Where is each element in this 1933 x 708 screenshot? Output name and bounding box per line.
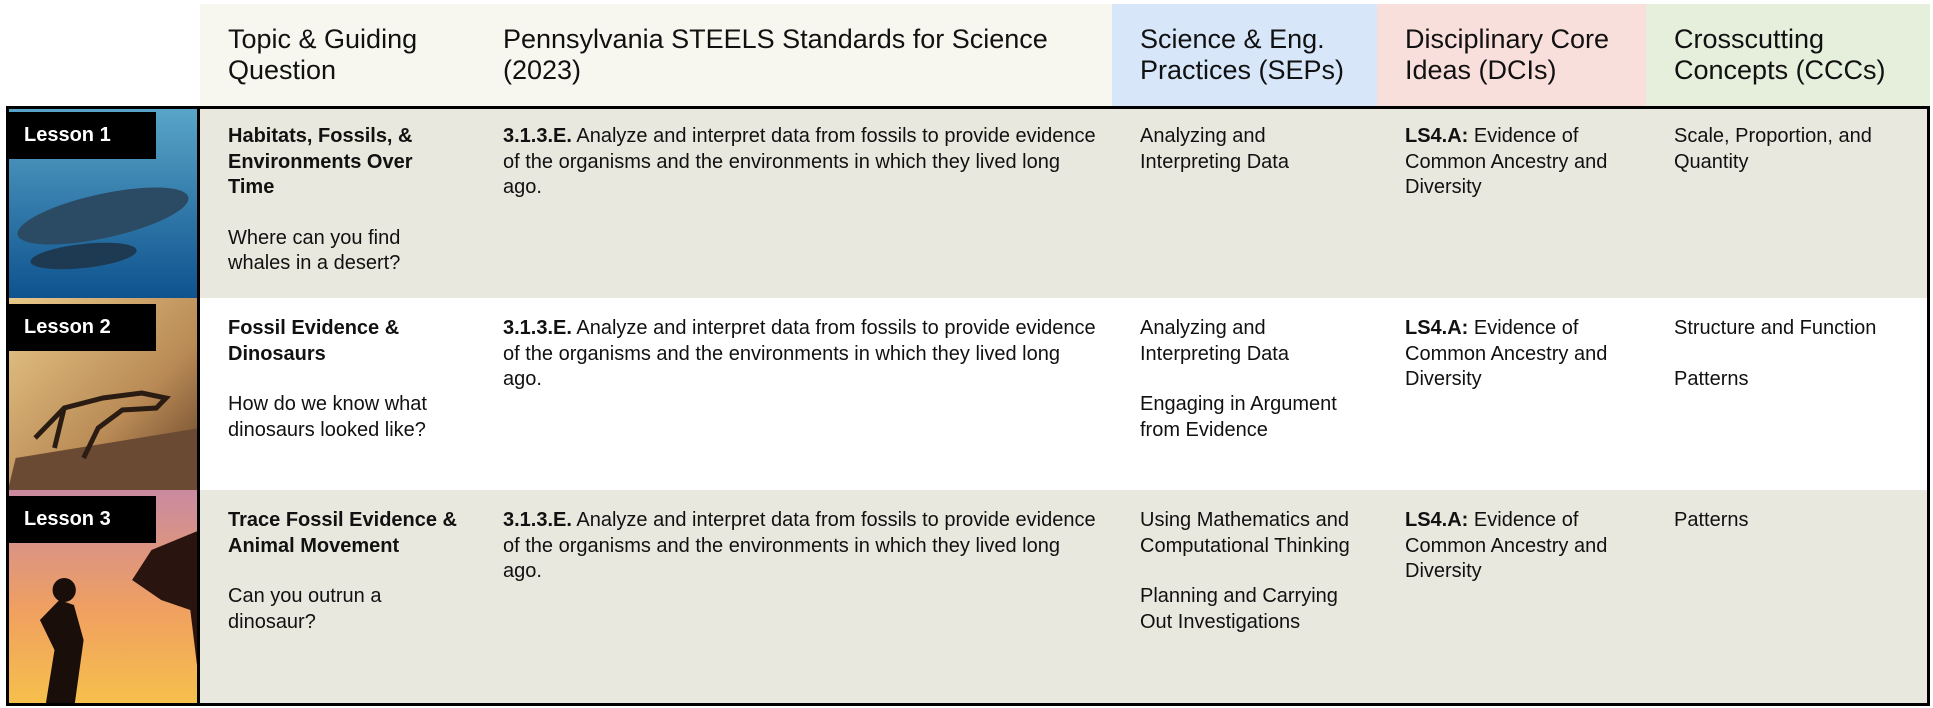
ccc-item: Scale, Proportion, and Quantity — [1674, 125, 1872, 173]
lesson-label: Lesson 2 — [6, 304, 156, 351]
dci-code: LS4.A: — [1405, 125, 1469, 147]
column-header: Topic & Guiding Question — [200, 4, 475, 106]
standard: 3.1.3.E. Analyze and interpret data from… — [503, 124, 1096, 201]
standard-code: 3.1.3.E. — [503, 125, 572, 147]
standard-text: Analyze and interpret data from fossils … — [503, 125, 1096, 198]
lesson-topic: Fossil Evidence & Dinosaurs — [228, 317, 400, 365]
standard-text: Analyze and interpret data from fossils … — [503, 317, 1096, 390]
table-cell: Patterns — [1646, 490, 1930, 706]
table-cell: 3.1.3.E. Analyze and interpret data from… — [475, 490, 1112, 706]
lesson-image: Lesson 1 — [6, 106, 200, 298]
table-cell: Scale, Proportion, and Quantity — [1646, 106, 1930, 298]
table-cell: Trace Fossil Evidence & Animal Movement C… — [200, 490, 475, 706]
dci: LS4.A: Evidence of Common Ancestry and D… — [1405, 124, 1630, 201]
dci-text: Evidence of Common Ancestry and Diversit… — [1405, 509, 1608, 582]
dci-text: Evidence of Common Ancestry and Diversit… — [1405, 317, 1608, 390]
table-cell: Using Mathematics and Computational Thin… — [1112, 490, 1377, 706]
sep-item: Analyzing and Interpreting Data — [1140, 125, 1289, 173]
ccc-item: Patterns — [1674, 509, 1749, 531]
sep-item: Engaging in Argument from Evidence — [1140, 393, 1337, 441]
column-header: Pennsylvania STEELS Standards for Scienc… — [475, 4, 1112, 106]
lesson-topic: Trace Fossil Evidence & Animal Movement — [228, 509, 457, 557]
lesson-image: Lesson 3 — [6, 490, 200, 706]
standard-code: 3.1.3.E. — [503, 509, 572, 531]
table-cell: Habitats, Fossils, & Environments Over T… — [200, 106, 475, 298]
guiding-question: How do we know what dinosaurs looked lik… — [228, 393, 427, 441]
dci-code: LS4.A: — [1405, 317, 1469, 339]
ccc-item: Structure and Function — [1674, 317, 1877, 339]
ccc-item: Patterns — [1674, 367, 1749, 390]
table-cell: 3.1.3.E. Analyze and interpret data from… — [475, 298, 1112, 490]
sep-item: Planning and Carrying Out Investigations — [1140, 585, 1338, 633]
table-cell: Analyzing and Interpreting Data Engaging … — [1112, 298, 1377, 490]
guiding-question: Where can you find whales in a desert? — [228, 226, 401, 275]
dci-code: LS4.A: — [1405, 509, 1469, 531]
dci: LS4.A: Evidence of Common Ancestry and D… — [1405, 508, 1630, 585]
standard: 3.1.3.E. Analyze and interpret data from… — [503, 508, 1096, 585]
sep-item: Using Mathematics and Computational Thin… — [1140, 509, 1350, 557]
table-cell: 3.1.3.E. Analyze and interpret data from… — [475, 106, 1112, 298]
column-header: Science & Eng. Practices (SEPs) — [1112, 4, 1377, 106]
dci: LS4.A: Evidence of Common Ancestry and D… — [1405, 316, 1630, 393]
table-cell: Fossil Evidence & Dinosaurs How do we kno… — [200, 298, 475, 490]
column-header: Crosscutting Concepts (CCCs) — [1646, 4, 1930, 106]
lesson-topic: Habitats, Fossils, & Environments Over T… — [228, 125, 413, 198]
dci-text: Evidence of Common Ancestry and Diversit… — [1405, 125, 1608, 198]
row-background — [200, 106, 1930, 298]
sep-item: Analyzing and Interpreting Data — [1140, 317, 1289, 365]
table-cell: Analyzing and Interpreting Data — [1112, 106, 1377, 298]
row-background — [200, 490, 1930, 706]
standard-text: Analyze and interpret data from fossils … — [503, 509, 1096, 582]
table-cell: Structure and Function Patterns — [1646, 298, 1930, 490]
column-header: Disciplinary Core Ideas (DCIs) — [1377, 4, 1646, 106]
table-cell: LS4.A: Evidence of Common Ancestry and D… — [1377, 106, 1646, 298]
lesson-label: Lesson 1 — [6, 112, 156, 159]
table-cell: LS4.A: Evidence of Common Ancestry and D… — [1377, 490, 1646, 706]
table-cell: LS4.A: Evidence of Common Ancestry and D… — [1377, 298, 1646, 490]
standard: 3.1.3.E. Analyze and interpret data from… — [503, 316, 1096, 393]
row-background — [200, 298, 1930, 490]
lesson-image: Lesson 2 — [6, 298, 200, 490]
lesson-label: Lesson 3 — [6, 496, 156, 543]
standard-code: 3.1.3.E. — [503, 317, 572, 339]
guiding-question: Can you outrun a dinosaur? — [228, 585, 382, 633]
